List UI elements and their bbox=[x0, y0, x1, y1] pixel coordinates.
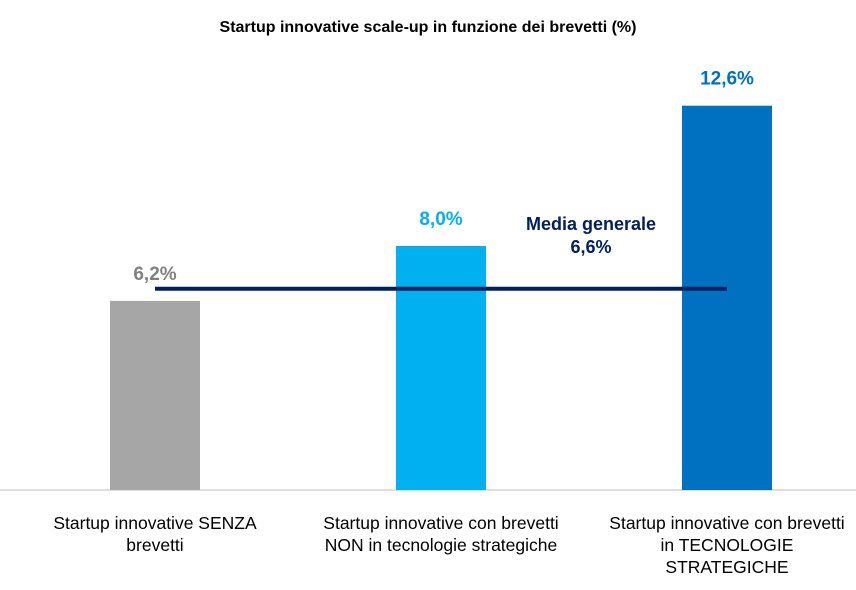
data-label: 6,2% bbox=[133, 264, 176, 285]
bar bbox=[682, 105, 772, 490]
x-tick-label: Startup innovative con brevetti NON in t… bbox=[323, 513, 559, 555]
data-label: 8,0% bbox=[419, 209, 462, 230]
data-label: 12,6% bbox=[700, 69, 754, 90]
chart-title: Startup innovative scale-up in funzione … bbox=[220, 19, 637, 36]
x-tick-label: Startup innovative SENZA brevetti bbox=[53, 513, 257, 555]
average-label: Media generale 6,6% bbox=[525, 213, 657, 257]
x-tick-label: Startup innovative con brevetti in TECNO… bbox=[609, 513, 845, 577]
bar bbox=[396, 246, 486, 490]
bar bbox=[110, 300, 200, 490]
